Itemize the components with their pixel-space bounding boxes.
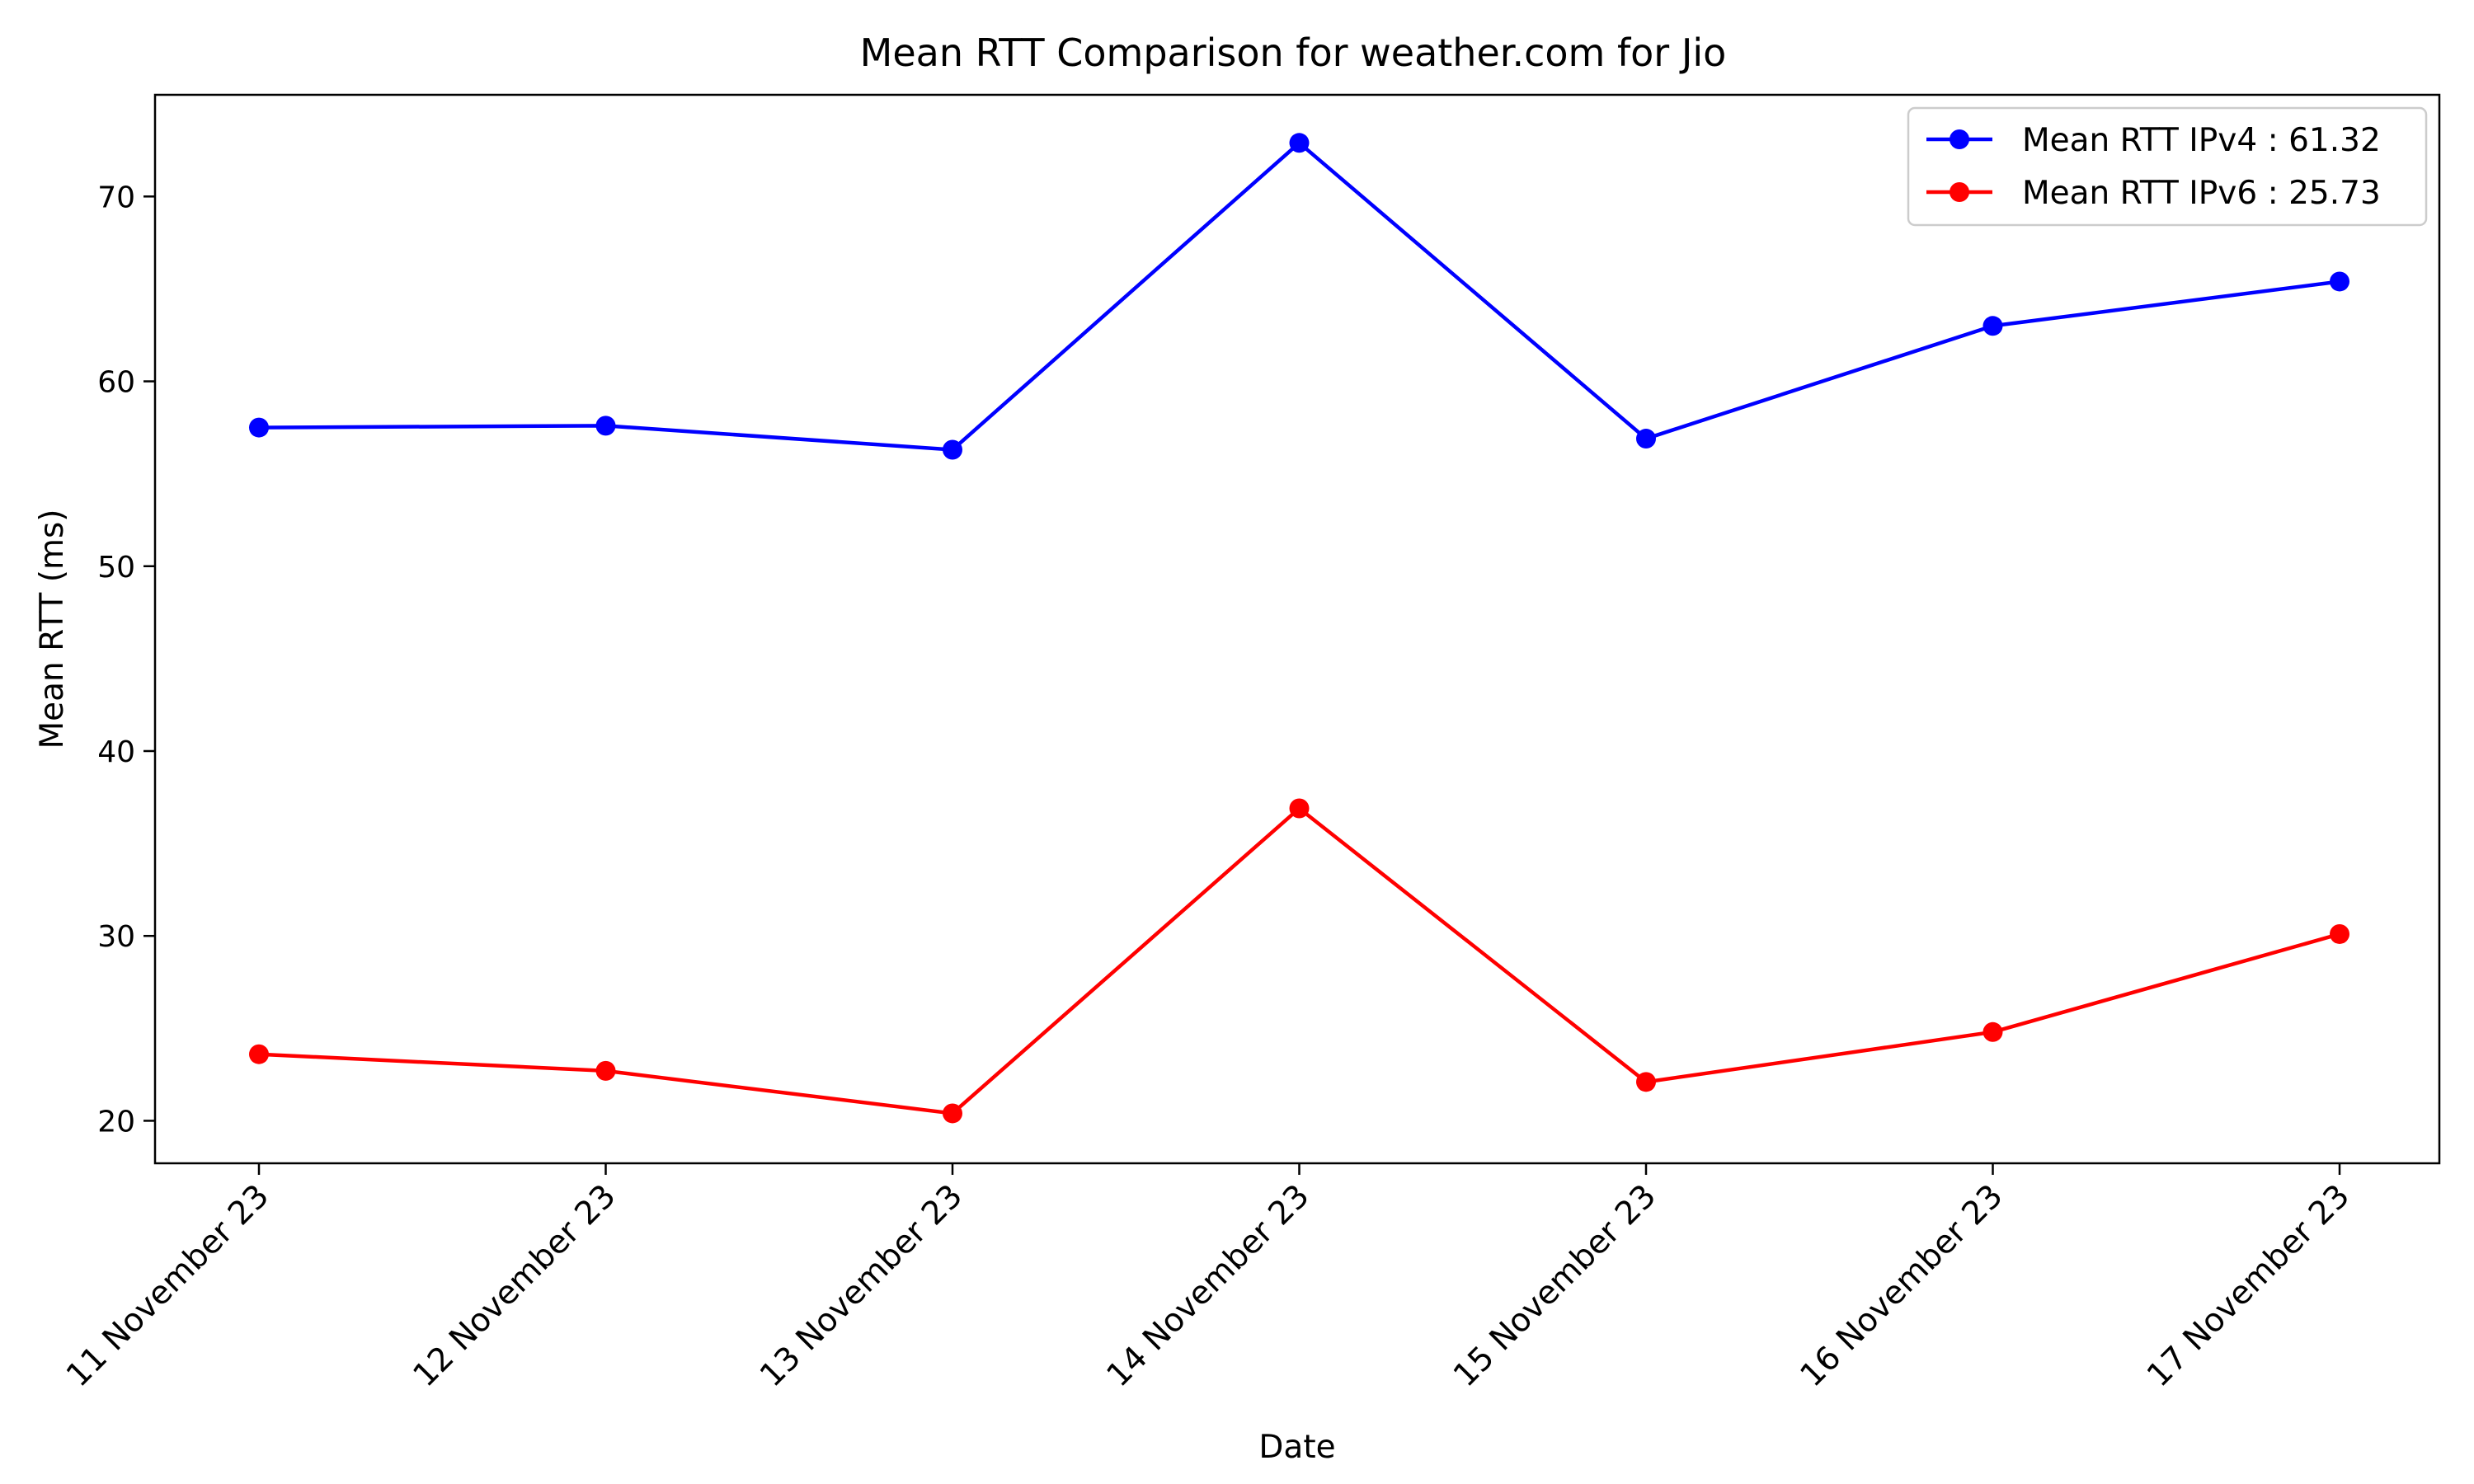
- legend-marker: [1950, 129, 1969, 149]
- y-axis: 20 30 40 50 60 70: [97, 181, 155, 1139]
- legend-label: Mean RTT IPv6 : 25.73: [2022, 175, 2381, 212]
- legend-box: [1907, 106, 2428, 227]
- plot-markers: [249, 133, 2349, 1124]
- data-point: [1289, 133, 1310, 153]
- data-point: [943, 1103, 962, 1124]
- data-point: [2330, 923, 2349, 944]
- y-tick-label: 50: [97, 551, 135, 585]
- data-point: [1636, 429, 1656, 449]
- data-point: [249, 417, 269, 438]
- data-point: [2330, 271, 2349, 292]
- data-point: [1289, 798, 1310, 819]
- legend-marker: [1950, 182, 1969, 202]
- data-point: [595, 416, 616, 436]
- data-point: [1982, 1021, 2003, 1042]
- plot-frame: [153, 93, 2441, 1165]
- data-point: [943, 439, 962, 460]
- x-axis-label: Date: [1258, 1429, 1335, 1466]
- y-axis-label: Mean RTT (ms): [34, 509, 71, 749]
- data-point: [249, 1044, 269, 1064]
- y-tick-label: 70: [97, 181, 135, 214]
- y-tick-label: 40: [97, 735, 135, 769]
- y-tick-label: 30: [97, 920, 135, 954]
- data-point: [1982, 316, 2003, 336]
- chart-title: Mean RTT Comparison for weather.com for …: [860, 31, 1727, 75]
- data-point: [595, 1060, 616, 1081]
- legend: Mean RTT IPv4 : 61.32 Mean RTT IPv6 : 25.…: [1907, 106, 2428, 227]
- y-tick-label: 60: [97, 366, 135, 400]
- legend-label: Mean RTT IPv4 : 61.32: [2022, 122, 2381, 159]
- data-point: [1636, 1072, 1656, 1092]
- y-tick-label: 20: [97, 1105, 135, 1139]
